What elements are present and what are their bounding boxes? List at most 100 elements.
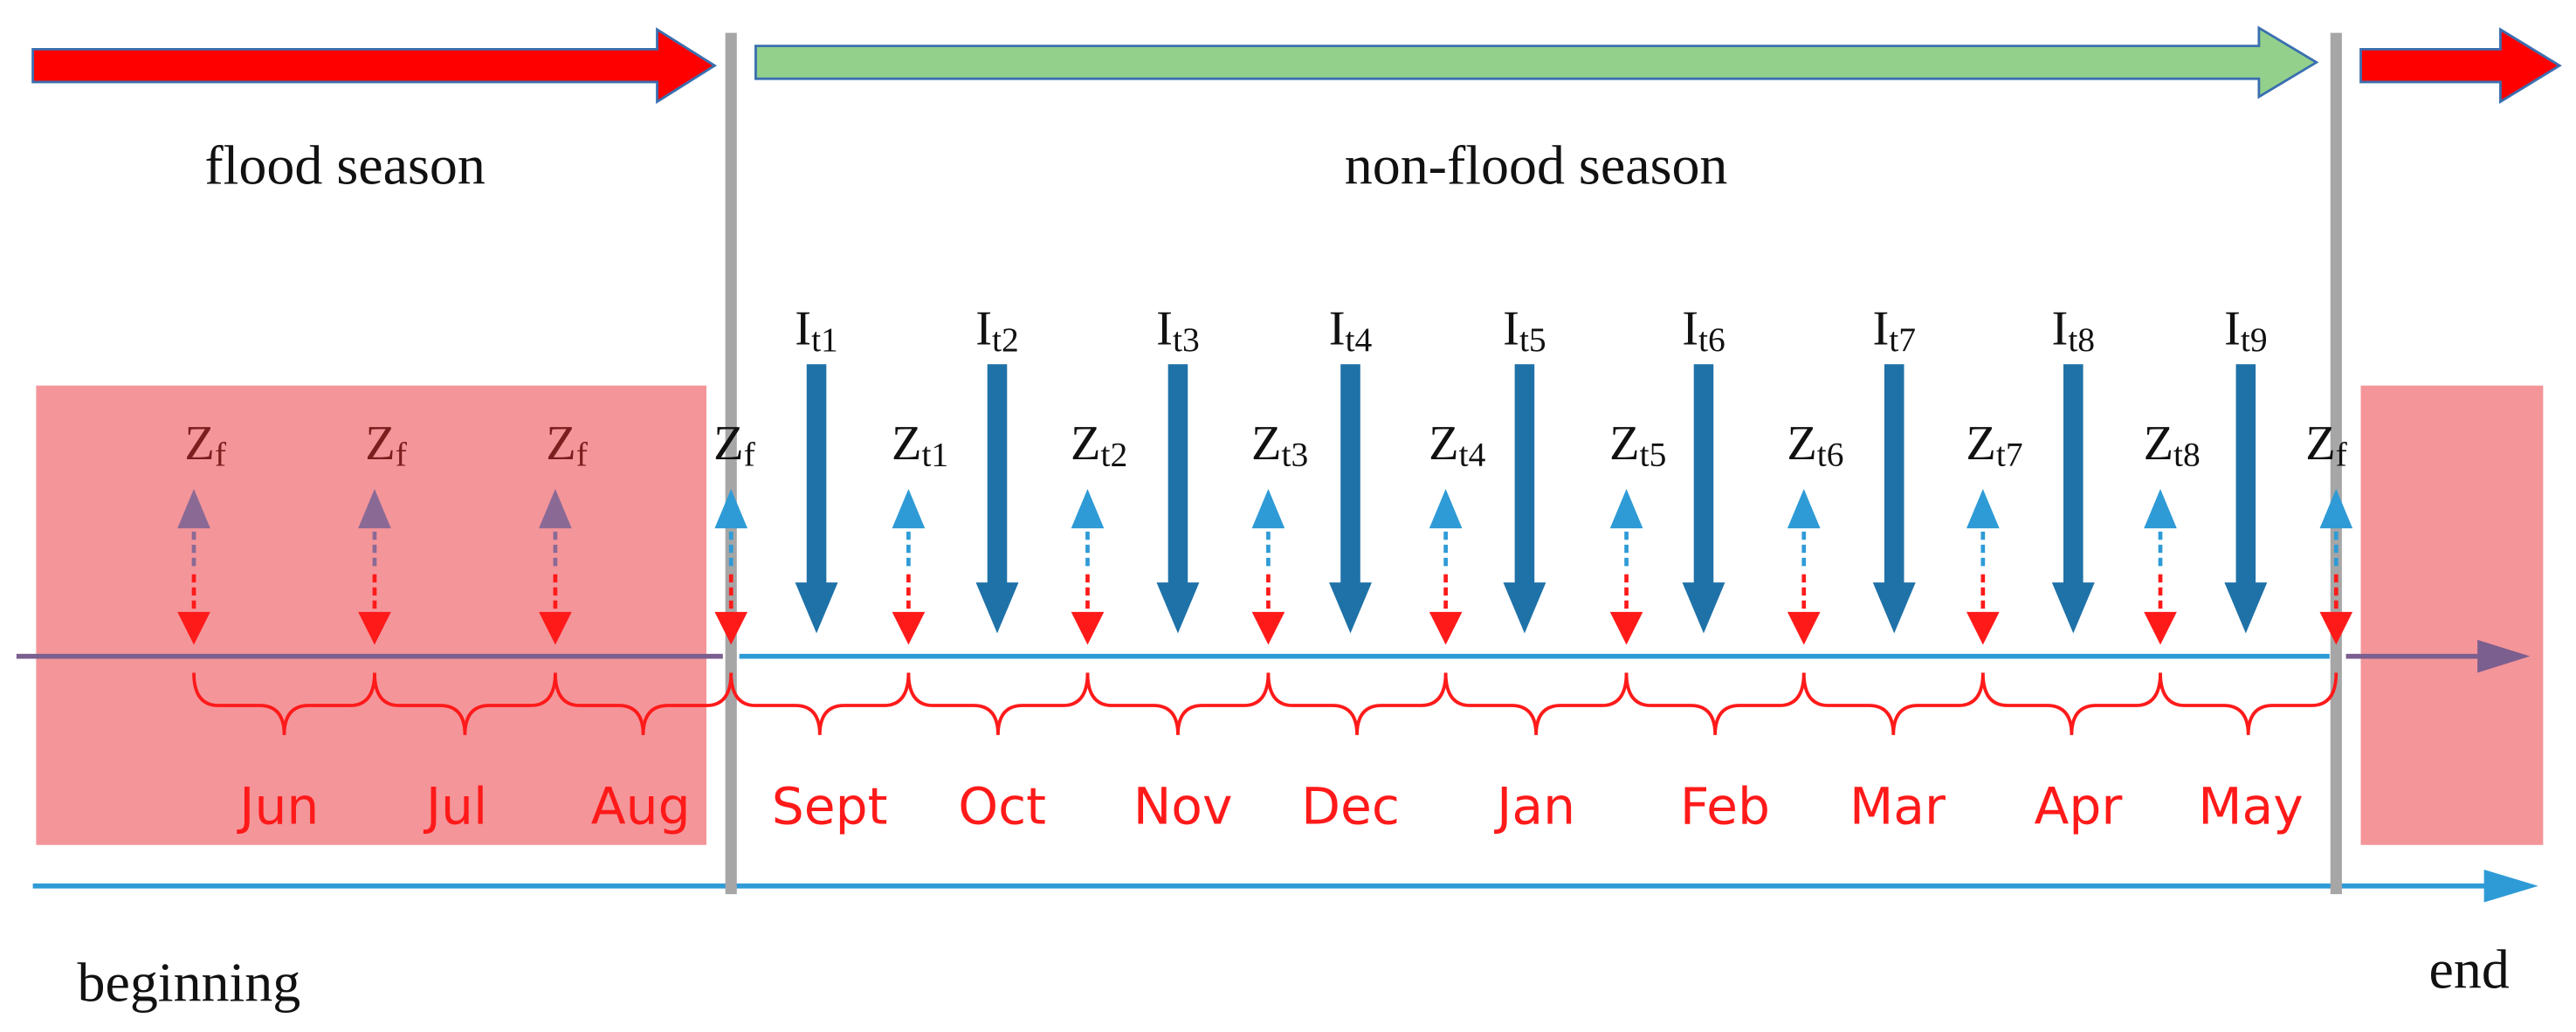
water-level-label: Zt8	[2144, 416, 2201, 473]
inflow-arrow	[987, 364, 1008, 591]
inflow-arrow	[1167, 364, 1188, 591]
inflow-arrow	[1884, 364, 1904, 591]
month-brace	[2159, 672, 2338, 735]
inflow-label-sub: t7	[1889, 320, 1916, 359]
inflow-label-base: I	[1682, 302, 1698, 356]
water-level-label-sub: t3	[1281, 436, 1308, 474]
inflow-label-sub: t9	[2241, 320, 2268, 359]
level-head	[1429, 488, 1463, 529]
inflow-label: It7	[1872, 302, 1916, 359]
time-axis-head	[2483, 869, 2538, 903]
month-brace	[554, 672, 734, 735]
month-label: Jun	[236, 776, 319, 836]
release-head	[2144, 611, 2177, 645]
water-level-label-sub: f	[2336, 436, 2348, 474]
water-level-label-sub: f	[215, 436, 227, 474]
release-head	[1071, 611, 1105, 645]
flood-period-zone	[2360, 385, 2544, 845]
inflow-head	[975, 582, 1019, 634]
non-flood-arrow	[754, 25, 2319, 100]
month-label: Nov	[1133, 776, 1233, 836]
water-level-label: Zf	[365, 416, 407, 473]
release-head	[1251, 611, 1285, 645]
water-level-label-sub: t1	[921, 436, 948, 474]
month-label: Jan	[1493, 776, 1575, 836]
inflow-label-sub: t5	[1519, 320, 1546, 359]
inflow-label-sub: t6	[1698, 320, 1725, 359]
water-level-label-base: Z	[713, 416, 743, 471]
month-brace	[1266, 672, 1448, 735]
release-head	[714, 611, 748, 645]
water-level-label-base: Z	[1787, 416, 1816, 471]
level-head	[2144, 488, 2177, 529]
inflow-label-sub: t4	[1346, 320, 1373, 359]
release-head	[892, 611, 926, 645]
level-head	[1787, 488, 1821, 529]
month-label: Oct	[958, 776, 1046, 836]
inflow-head	[795, 582, 838, 634]
inflow-label-sub: t1	[811, 320, 838, 359]
water-level-label: Zf	[713, 416, 755, 473]
level-head	[1966, 488, 2000, 529]
water-level-label-base: Z	[2305, 416, 2335, 471]
month-brace	[1801, 672, 1985, 735]
water-level-label: Zt6	[1787, 416, 1843, 473]
inflow-head	[2051, 582, 2095, 634]
release-head	[177, 611, 210, 645]
water-level-label-sub: t2	[1101, 436, 1128, 474]
inflow-label-base: I	[1872, 302, 1889, 356]
level-head	[358, 488, 391, 529]
inflow-label-base: I	[2052, 302, 2069, 356]
inflow-label-sub: t2	[992, 320, 1019, 359]
release-head	[358, 611, 391, 645]
inflow-label-base: I	[2224, 302, 2241, 356]
month-label: Sept	[772, 776, 888, 836]
month-label: Apr	[2035, 776, 2123, 836]
water-level-label: Zt4	[1429, 416, 1485, 473]
inflow-head	[1682, 582, 1725, 634]
inflow-label: It2	[975, 302, 1019, 359]
inflow-label-base: I	[795, 302, 811, 356]
month-label: Jul	[423, 776, 487, 836]
inflow-label: It3	[1156, 302, 1200, 359]
level-head	[177, 488, 210, 529]
level-head	[2319, 488, 2353, 529]
water-level-label-sub: t5	[1640, 436, 1667, 474]
water-level-label-base: Z	[546, 416, 575, 471]
inflow-label: It9	[2224, 302, 2268, 359]
water-level-label-base: Z	[1609, 416, 1639, 471]
inflow-arrow	[1340, 364, 1360, 591]
level-head	[1609, 488, 1643, 529]
level-head	[1251, 488, 1285, 529]
inflow-head	[1872, 582, 1916, 634]
month-brace	[373, 672, 557, 735]
inflow-label: It6	[1682, 302, 1725, 359]
water-level-label-base: Z	[184, 416, 214, 471]
water-level-label-base: Z	[1429, 416, 1458, 471]
water-level-label: Zf	[546, 416, 588, 473]
month-brace	[729, 672, 911, 735]
inflow-label-base: I	[975, 302, 992, 356]
inflow-label-base: I	[1503, 302, 1519, 356]
level-head	[714, 488, 748, 529]
release-head	[2319, 611, 2353, 645]
water-level-label: Zf	[184, 416, 226, 473]
water-level-label-sub: t8	[2173, 436, 2201, 474]
water-level-label: Zt3	[1251, 416, 1308, 473]
inflow-head	[1503, 582, 1546, 634]
inflow-arrow	[1693, 364, 1714, 591]
water-level-label-base: Z	[892, 416, 921, 471]
end-label: end	[2429, 938, 2510, 1000]
water-level-label-sub: f	[396, 436, 408, 474]
release-head	[1787, 611, 1821, 645]
release-head	[1429, 611, 1463, 645]
water-level-label-sub: f	[744, 436, 756, 474]
release-head	[1609, 611, 1643, 645]
water-level-label: Zt1	[892, 416, 948, 473]
month-label: Aug	[591, 776, 691, 836]
month-brace	[906, 672, 1090, 735]
inflow-arrow	[2235, 364, 2256, 591]
water-level-label-sub: t7	[1996, 436, 2023, 474]
inflow-label-sub: t8	[2068, 320, 2095, 359]
